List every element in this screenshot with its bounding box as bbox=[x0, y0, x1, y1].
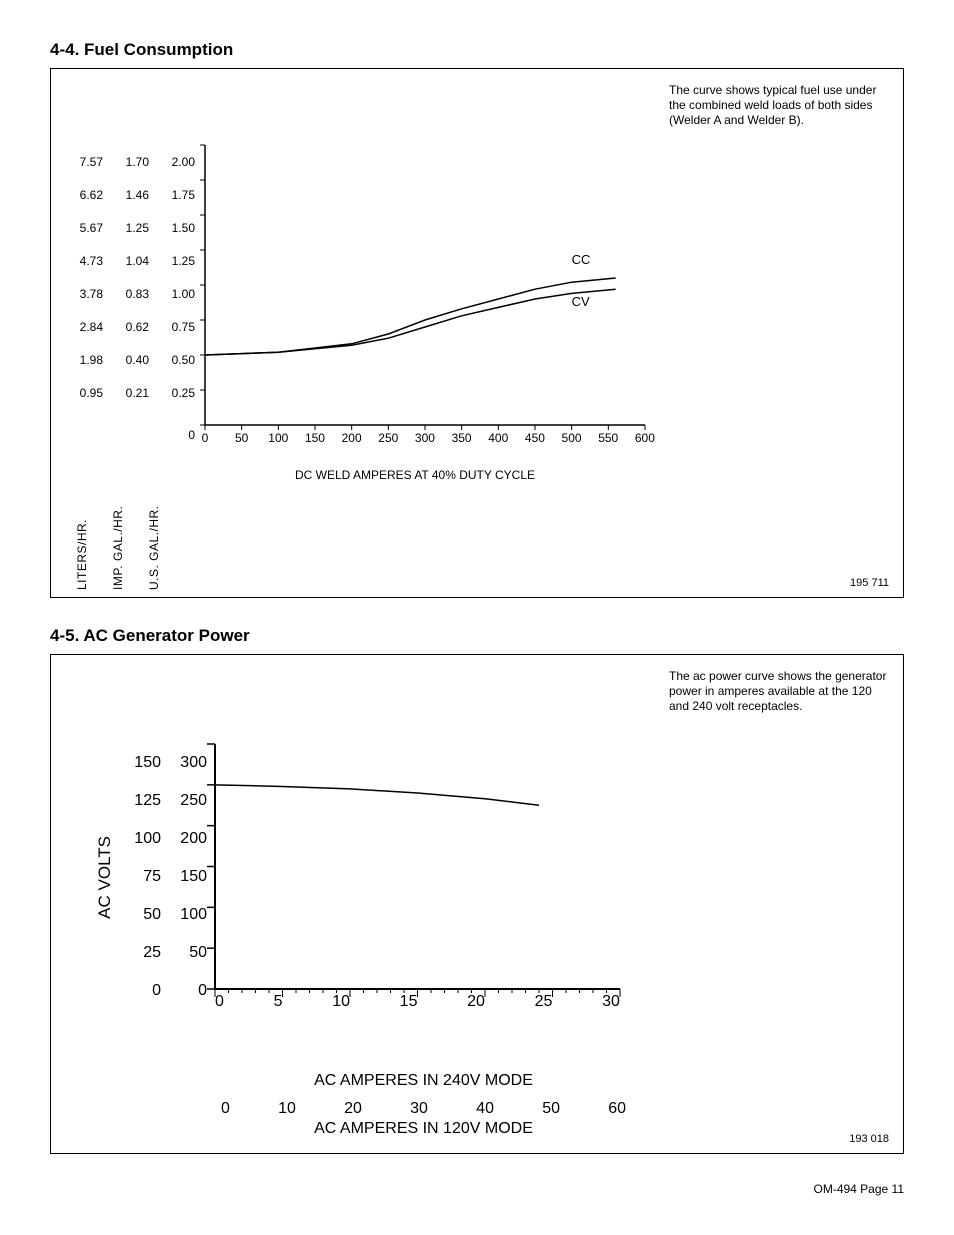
tick-label: 60 bbox=[608, 1100, 626, 1118]
tick-label: 50 bbox=[542, 1100, 560, 1118]
svg-text:CV: CV bbox=[572, 294, 590, 309]
acgen-chart: 051015202530 bbox=[215, 744, 620, 989]
tick-label: 0.40 bbox=[126, 343, 149, 376]
tick-label: 1.00 bbox=[172, 277, 195, 310]
acgen-figref: 193 018 bbox=[849, 1133, 889, 1145]
tick-label: 0.83 bbox=[126, 277, 149, 310]
tick-label: 50 bbox=[143, 896, 161, 934]
tick-label: 0 bbox=[152, 972, 161, 1010]
tick-label: 0.50 bbox=[172, 343, 195, 376]
tick-label: 600 bbox=[627, 431, 664, 445]
tick-label: 50 bbox=[189, 934, 207, 972]
tick-label: 10 bbox=[278, 1100, 296, 1118]
section-title-fuel: 4-4. Fuel Consumption bbox=[50, 40, 904, 60]
tick-label: 150 bbox=[134, 744, 161, 782]
tick-label: 25 bbox=[535, 993, 553, 1011]
tick-label: 1.25 bbox=[172, 244, 195, 277]
acgen-x-label-120: AC AMPERES IN 120V MODE bbox=[221, 1120, 626, 1138]
tick-label: 500 bbox=[553, 431, 590, 445]
svg-text:CC: CC bbox=[572, 252, 591, 267]
tick-label: 1.75 bbox=[172, 178, 195, 211]
tick-label: 0.25 bbox=[172, 376, 195, 409]
fuel-y-col-0: 7.576.625.674.733.782.841.980.95 bbox=[65, 145, 103, 442]
tick-label: 0.21 bbox=[126, 376, 149, 409]
tick-label: 0 bbox=[198, 972, 207, 1010]
tick-label: 15 bbox=[400, 993, 418, 1011]
fuel-y-col-2: 2.001.751.501.251.000.750.500.250 bbox=[157, 145, 195, 442]
tick-label: 1.04 bbox=[126, 244, 149, 277]
tick-label: 30 bbox=[410, 1100, 428, 1118]
tick-label: 0 bbox=[221, 1100, 230, 1118]
tick-label: 350 bbox=[443, 431, 480, 445]
acgen-caption: The ac power curve shows the generator p… bbox=[669, 669, 889, 714]
fuel-y-axis-label-2: U.S. GAL./HR. bbox=[147, 490, 161, 590]
tick-label: 7.57 bbox=[80, 145, 103, 178]
tick-label: 2.00 bbox=[172, 145, 195, 178]
tick-label: 450 bbox=[517, 431, 554, 445]
section-title-acgen: 4-5. AC Generator Power bbox=[50, 626, 904, 646]
tick-label: 20 bbox=[344, 1100, 362, 1118]
tick-label: 0.62 bbox=[126, 310, 149, 343]
fuel-y-axis-label-0: LITERS/HR. bbox=[75, 490, 89, 590]
tick-label: 300 bbox=[180, 744, 207, 782]
chart-box-fuel: The curve shows typical fuel use under t… bbox=[50, 68, 904, 598]
fuel-caption: The curve shows typical fuel use under t… bbox=[669, 83, 889, 128]
tick-label: 0.95 bbox=[80, 376, 103, 409]
tick-label: 100 bbox=[180, 896, 207, 934]
acgen-y-label: AC VOLTS bbox=[95, 836, 115, 919]
tick-label: 1.70 bbox=[126, 145, 149, 178]
tick-label: 550 bbox=[590, 431, 627, 445]
tick-label: 75 bbox=[143, 858, 161, 896]
tick-label: 10 bbox=[332, 993, 350, 1011]
tick-label: 2.84 bbox=[80, 310, 103, 343]
tick-label: 50 bbox=[223, 431, 260, 445]
tick-label: 5.67 bbox=[80, 211, 103, 244]
fuel-x-label: DC WELD AMPERES AT 40% DUTY CYCLE bbox=[265, 468, 565, 482]
tick-label: 150 bbox=[297, 431, 334, 445]
tick-label: 0 bbox=[215, 993, 224, 1011]
tick-label: 125 bbox=[134, 782, 161, 820]
tick-label: 1.98 bbox=[80, 343, 103, 376]
tick-label: 20 bbox=[467, 993, 485, 1011]
tick-label: 30 bbox=[602, 993, 620, 1011]
tick-label: 1.46 bbox=[126, 178, 149, 211]
acgen-x-label-240: AC AMPERES IN 240V MODE bbox=[221, 1072, 626, 1090]
fuel-figref: 195 711 bbox=[850, 577, 889, 589]
tick-label: 400 bbox=[480, 431, 517, 445]
tick-label: 1.50 bbox=[172, 211, 195, 244]
tick-label: 300 bbox=[407, 431, 444, 445]
tick-label: 200 bbox=[180, 820, 207, 858]
chart-box-acgen: The ac power curve shows the generator p… bbox=[50, 654, 904, 1154]
tick-label: 4.73 bbox=[80, 244, 103, 277]
tick-label: 40 bbox=[476, 1100, 494, 1118]
tick-label: 100 bbox=[260, 431, 297, 445]
fuel-y-col-1: 1.701.461.251.040.830.620.400.21 bbox=[111, 145, 149, 442]
tick-label: 0 bbox=[187, 431, 224, 445]
fuel-chart: CCCV 05010015020025030035040045050055060… bbox=[205, 145, 645, 425]
tick-label: 6.62 bbox=[80, 178, 103, 211]
tick-label: 200 bbox=[333, 431, 370, 445]
fuel-y-axis-label-1: IMP. GAL./HR. bbox=[111, 490, 125, 590]
tick-label: 5 bbox=[274, 993, 283, 1011]
tick-label: 1.25 bbox=[126, 211, 149, 244]
tick-label: 150 bbox=[180, 858, 207, 896]
tick-label: 3.78 bbox=[80, 277, 103, 310]
tick-label: 250 bbox=[180, 782, 207, 820]
tick-label: 0.75 bbox=[172, 310, 195, 343]
tick-label: 100 bbox=[134, 820, 161, 858]
tick-label: 25 bbox=[143, 934, 161, 972]
page-footer: OM-494 Page 11 bbox=[50, 1182, 904, 1196]
tick-label: 250 bbox=[370, 431, 407, 445]
